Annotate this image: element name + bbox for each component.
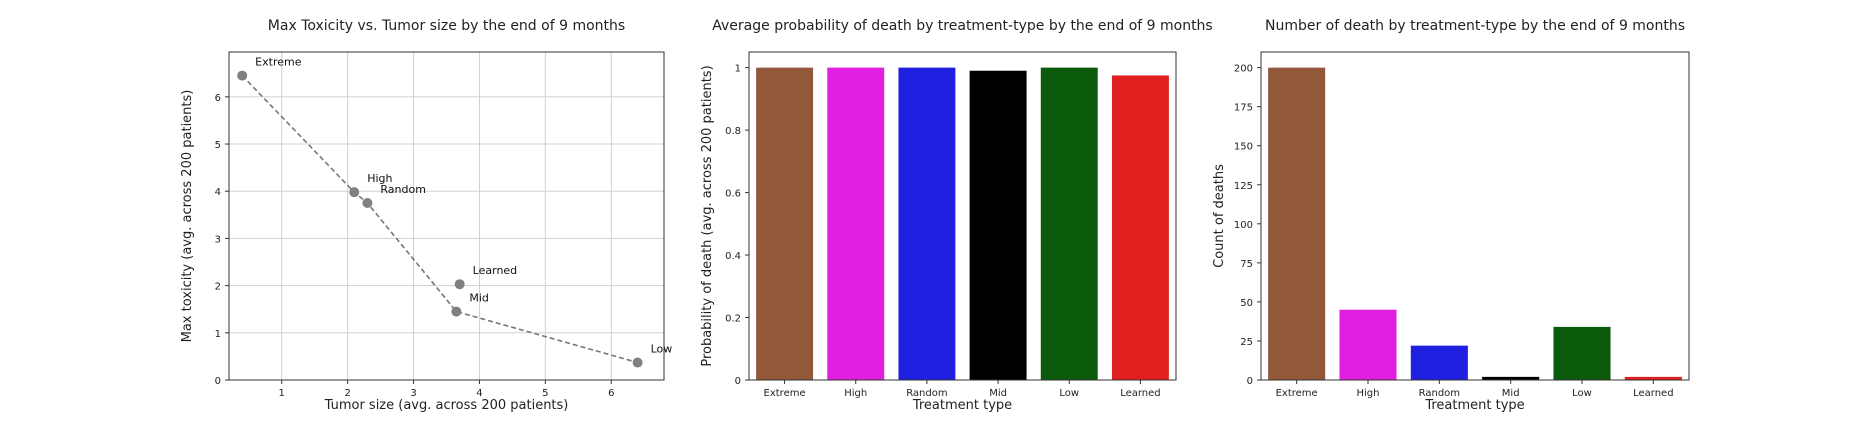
x-tick-label: Mid: [989, 388, 1007, 399]
bar-extreme: [1268, 67, 1326, 380]
y-tick-label: 1: [735, 64, 741, 75]
point-label-extreme: Extreme: [255, 56, 302, 69]
y-tick-label: 200: [1234, 64, 1253, 75]
x-tick-label: Low: [1572, 388, 1592, 399]
y-tick-label: 0.4: [725, 251, 741, 262]
x-tick-label: High: [844, 388, 867, 399]
bar-high: [1339, 309, 1397, 380]
y-tick-label: 75: [1240, 259, 1253, 270]
y-tick-label: 100: [1234, 220, 1253, 231]
y-axis-label: Count of deaths: [1212, 164, 1227, 268]
x-tick-label: High: [1357, 388, 1380, 399]
x-axis-label: Tumor size (avg. across 200 patients): [324, 398, 569, 413]
plot-frame: [228, 51, 665, 381]
point-label-mid: Mid: [469, 292, 489, 305]
x-tick-label: Learned: [1633, 388, 1673, 399]
chart-panel-2: Average probability of death by treatmen…: [700, 18, 1213, 413]
x-tick-label: Low: [1059, 388, 1079, 399]
chart-title: Number of death by treatment-type by the…: [1265, 18, 1685, 34]
point-label-high: High: [367, 172, 392, 185]
y-tick-label: 175: [1234, 103, 1253, 114]
y-tick-label: 0: [735, 376, 741, 387]
bar-extreme: [756, 67, 814, 380]
bar-high: [827, 67, 885, 380]
point-label-random: Random: [380, 183, 426, 196]
x-tick-label: Extreme: [764, 388, 806, 399]
x-axis-label: Treatment type: [912, 398, 1012, 413]
y-tick-label: 5: [215, 140, 221, 151]
x-tick-label: Mid: [1502, 388, 1520, 399]
chart-title: Average probability of death by treatmen…: [712, 18, 1212, 34]
x-tick-label: Random: [1419, 388, 1460, 399]
x-tick-label: 3: [410, 388, 416, 399]
data-point-random: [362, 198, 373, 209]
y-tick-label: 0.2: [725, 314, 741, 325]
plot-frame: [1260, 51, 1690, 381]
data-point-high: [349, 187, 360, 198]
chart-title: Max Toxicity vs. Tumor size by the end o…: [268, 18, 625, 34]
y-tick-label: 50: [1240, 298, 1253, 309]
y-tick-label: 4: [215, 187, 221, 198]
point-label-low: Low: [651, 343, 673, 356]
bar-mid: [969, 70, 1027, 380]
y-tick-label: 6: [215, 93, 221, 104]
y-axis-label: Max toxicity (avg. across 200 patients): [180, 90, 195, 343]
bar-low: [1553, 326, 1611, 380]
x-tick-label: 4: [476, 388, 482, 399]
point-label-learned: Learned: [473, 264, 518, 277]
data-point-mid: [451, 306, 462, 317]
x-tick-label: 5: [542, 388, 548, 399]
bar-learned: [1624, 376, 1682, 380]
y-tick-label: 0: [1247, 376, 1253, 387]
y-tick-label: 150: [1234, 142, 1253, 153]
x-tick-label: Random: [906, 388, 947, 399]
x-tick-label: Learned: [1120, 388, 1160, 399]
data-point-extreme: [237, 70, 248, 81]
y-tick-label: 2: [215, 282, 221, 293]
y-tick-label: 0.8: [725, 126, 741, 137]
bar-low: [1040, 67, 1098, 380]
bar-random: [1410, 345, 1468, 380]
x-tick-label: 1: [279, 388, 285, 399]
x-tick-label: 2: [344, 388, 350, 399]
chart-panel-3: Number of death by treatment-type by the…: [1212, 18, 1690, 413]
bar-learned: [1111, 75, 1169, 380]
y-tick-label: 25: [1240, 337, 1253, 348]
data-point-low: [632, 357, 643, 368]
plot-frame: [748, 51, 1177, 381]
bar-random: [898, 67, 956, 380]
y-tick-label: 125: [1234, 181, 1253, 192]
x-axis-label: Treatment type: [1424, 398, 1524, 413]
y-tick-label: 0: [215, 376, 221, 387]
y-tick-label: 3: [215, 234, 221, 245]
chart-panel-1: Max Toxicity vs. Tumor size by the end o…: [180, 18, 672, 413]
frontier-line: [241, 75, 638, 364]
x-tick-label: Extreme: [1276, 388, 1318, 399]
y-tick-label: 0.6: [725, 189, 741, 200]
x-tick-label: 6: [608, 388, 614, 399]
data-point-learned: [454, 279, 465, 290]
y-tick-label: 1: [215, 329, 221, 340]
y-axis-label: Probability of death (avg. across 200 pa…: [700, 65, 715, 366]
bar-mid: [1482, 376, 1540, 380]
